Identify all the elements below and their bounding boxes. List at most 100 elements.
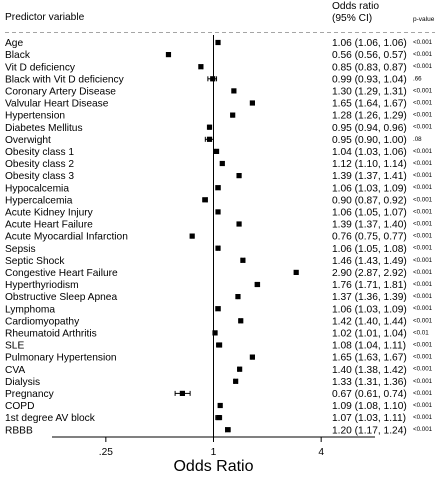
row-pvalue: <0.001 <box>413 293 433 300</box>
point-estimate <box>230 112 236 118</box>
row-pvalue: .66 <box>413 75 422 82</box>
row-or-text: 1.28 (1.26, 1.29) <box>332 111 407 122</box>
point-estimate <box>206 136 213 142</box>
row-or-text: 1.06 (1.03, 1.09) <box>332 183 407 194</box>
row-pvalue: <0.001 <box>413 426 433 433</box>
point-estimate <box>249 354 255 360</box>
row-label: Diabetes Mellitus <box>5 123 83 134</box>
point-estimate <box>235 294 241 300</box>
row-label: Obesity class 1 <box>5 147 74 158</box>
row-pvalue: <0.001 <box>413 245 433 252</box>
x-tick-label: .25 <box>99 447 113 458</box>
row-or-text: 0.95 (0.94, 0.96) <box>332 123 407 134</box>
row-pvalue: <0.001 <box>413 305 433 312</box>
point-estimate <box>233 378 239 384</box>
row-or-text: 1.33 (1.31, 1.36) <box>332 377 407 388</box>
x-ticks: .25 1 4 <box>99 437 324 458</box>
row-pvalue: .08 <box>413 136 422 143</box>
row-pvalue: <0.001 <box>413 378 433 385</box>
row-or-text: 0.95 (0.90, 1.00) <box>332 135 407 146</box>
row-or-text: 1.04 (1.03, 1.06) <box>332 147 407 158</box>
row-pvalue: <0.001 <box>413 402 433 409</box>
point-estimate <box>219 160 225 167</box>
row-label: Valvular Heart Disease <box>5 99 109 110</box>
row-label: Black <box>5 50 31 61</box>
point-estimate <box>215 306 221 312</box>
x-axis-label: Odds Ratio <box>173 458 253 475</box>
point-estimate <box>198 64 204 70</box>
row-pvalue: <0.001 <box>413 281 433 288</box>
point-estimate <box>189 233 195 239</box>
row-or-text: 1.07 (1.03, 1.11) <box>332 413 406 424</box>
row-pvalue: <0.001 <box>413 196 433 203</box>
row-pvalue: <0.001 <box>413 354 433 361</box>
point-estimate <box>231 88 237 94</box>
header-or-line1: Odds ratio <box>332 1 379 12</box>
row-label: Obstructive Sleep Apnea <box>5 292 117 303</box>
row-pvalue: <0.001 <box>413 366 433 373</box>
row-label: Septic Shock <box>5 256 65 267</box>
row-label: COPD <box>5 401 34 412</box>
row-or-text: 1.76 (1.71, 1.81) <box>332 280 407 291</box>
point-estimate <box>179 390 185 396</box>
row-pvalue: <0.001 <box>413 87 433 94</box>
row-pvalue: <0.001 <box>413 342 433 349</box>
row-label: RBBB <box>5 425 33 436</box>
rows-layer: Age 1.06 (1.06, 1.06) <0.001 Black 0.56 (0.5… <box>5 38 433 436</box>
marks-layer <box>165 35 299 437</box>
point-estimate <box>236 173 242 179</box>
point-estimate <box>210 76 216 82</box>
point-estimate <box>254 281 261 288</box>
point-estimate <box>238 318 244 324</box>
row-or-text: 1.46 (1.43, 1.49) <box>332 256 407 267</box>
header-variable: Predictor variable <box>5 12 85 23</box>
row-label: Age <box>5 38 23 49</box>
point-estimate <box>293 269 299 275</box>
point-estimate <box>215 209 221 215</box>
row-or-text: 0.99 (0.93, 1.04) <box>332 74 407 85</box>
row-label: Pulmonary Hypertension <box>5 353 117 364</box>
row-label: Black with Vit D deficiency <box>5 74 125 85</box>
row-or-text: 1.06 (1.05, 1.08) <box>332 244 407 255</box>
x-tick-label: 4 <box>318 447 324 458</box>
row-or-text: 1.12 (1.10, 1.14) <box>332 159 407 170</box>
row-or-text: 0.85 (0.83, 0.87) <box>332 62 407 73</box>
row-pvalue: <0.001 <box>413 51 433 58</box>
point-estimate <box>215 245 221 251</box>
row-label: Vit D deficiency <box>5 62 76 73</box>
row-label: Lymphoma <box>5 304 55 315</box>
row-pvalue: <0.001 <box>413 208 433 215</box>
row-pvalue: <0.001 <box>413 184 433 191</box>
row-label: Sepsis <box>5 244 36 255</box>
row-or-text: 1.37 (1.36, 1.39) <box>332 292 407 303</box>
point-estimate <box>206 124 213 130</box>
row-label: Obesity class 2 <box>5 159 74 170</box>
row-pvalue: <0.001 <box>413 414 433 421</box>
row-or-text: 1.30 (1.29, 1.31) <box>332 87 407 98</box>
row-pvalue: <0.001 <box>413 317 433 324</box>
row-pvalue: <0.001 <box>413 233 433 240</box>
point-estimate <box>202 197 208 203</box>
row-pvalue: <0.001 <box>413 148 433 155</box>
row-label: Acute Myocardial Infarction <box>5 232 128 243</box>
row-or-text: 2.90 (2.87, 2.92) <box>332 268 407 279</box>
row-or-text: 1.08 (1.04, 1.11) <box>332 341 406 352</box>
row-pvalue: <0.001 <box>413 112 433 119</box>
row-label: Overwight <box>5 135 51 146</box>
row-label: Dialysis <box>5 377 40 388</box>
row-pvalue: <0.001 <box>413 172 433 179</box>
row-or-text: 0.67 (0.61, 0.74) <box>332 389 407 400</box>
row-or-text: 1.06 (1.03, 1.09) <box>332 304 407 315</box>
row-pvalue: <0.001 <box>413 269 433 276</box>
row-or-text: 1.39 (1.37, 1.41) <box>332 171 407 182</box>
row-or-text: 0.56 (0.56, 0.57) <box>332 50 407 61</box>
row-or-text: 1.06 (1.06, 1.06) <box>332 38 407 49</box>
row-or-text: 1.06 (1.05, 1.07) <box>332 208 407 219</box>
row-pvalue: <0.001 <box>413 124 433 131</box>
row-or-text: 1.65 (1.63, 1.67) <box>332 353 407 364</box>
x-tick-label: 1 <box>211 447 217 458</box>
row-label: Hypertension <box>5 111 65 122</box>
row-pvalue: <0.001 <box>413 39 433 46</box>
row-or-text: 0.90 (0.87, 0.92) <box>332 195 407 206</box>
